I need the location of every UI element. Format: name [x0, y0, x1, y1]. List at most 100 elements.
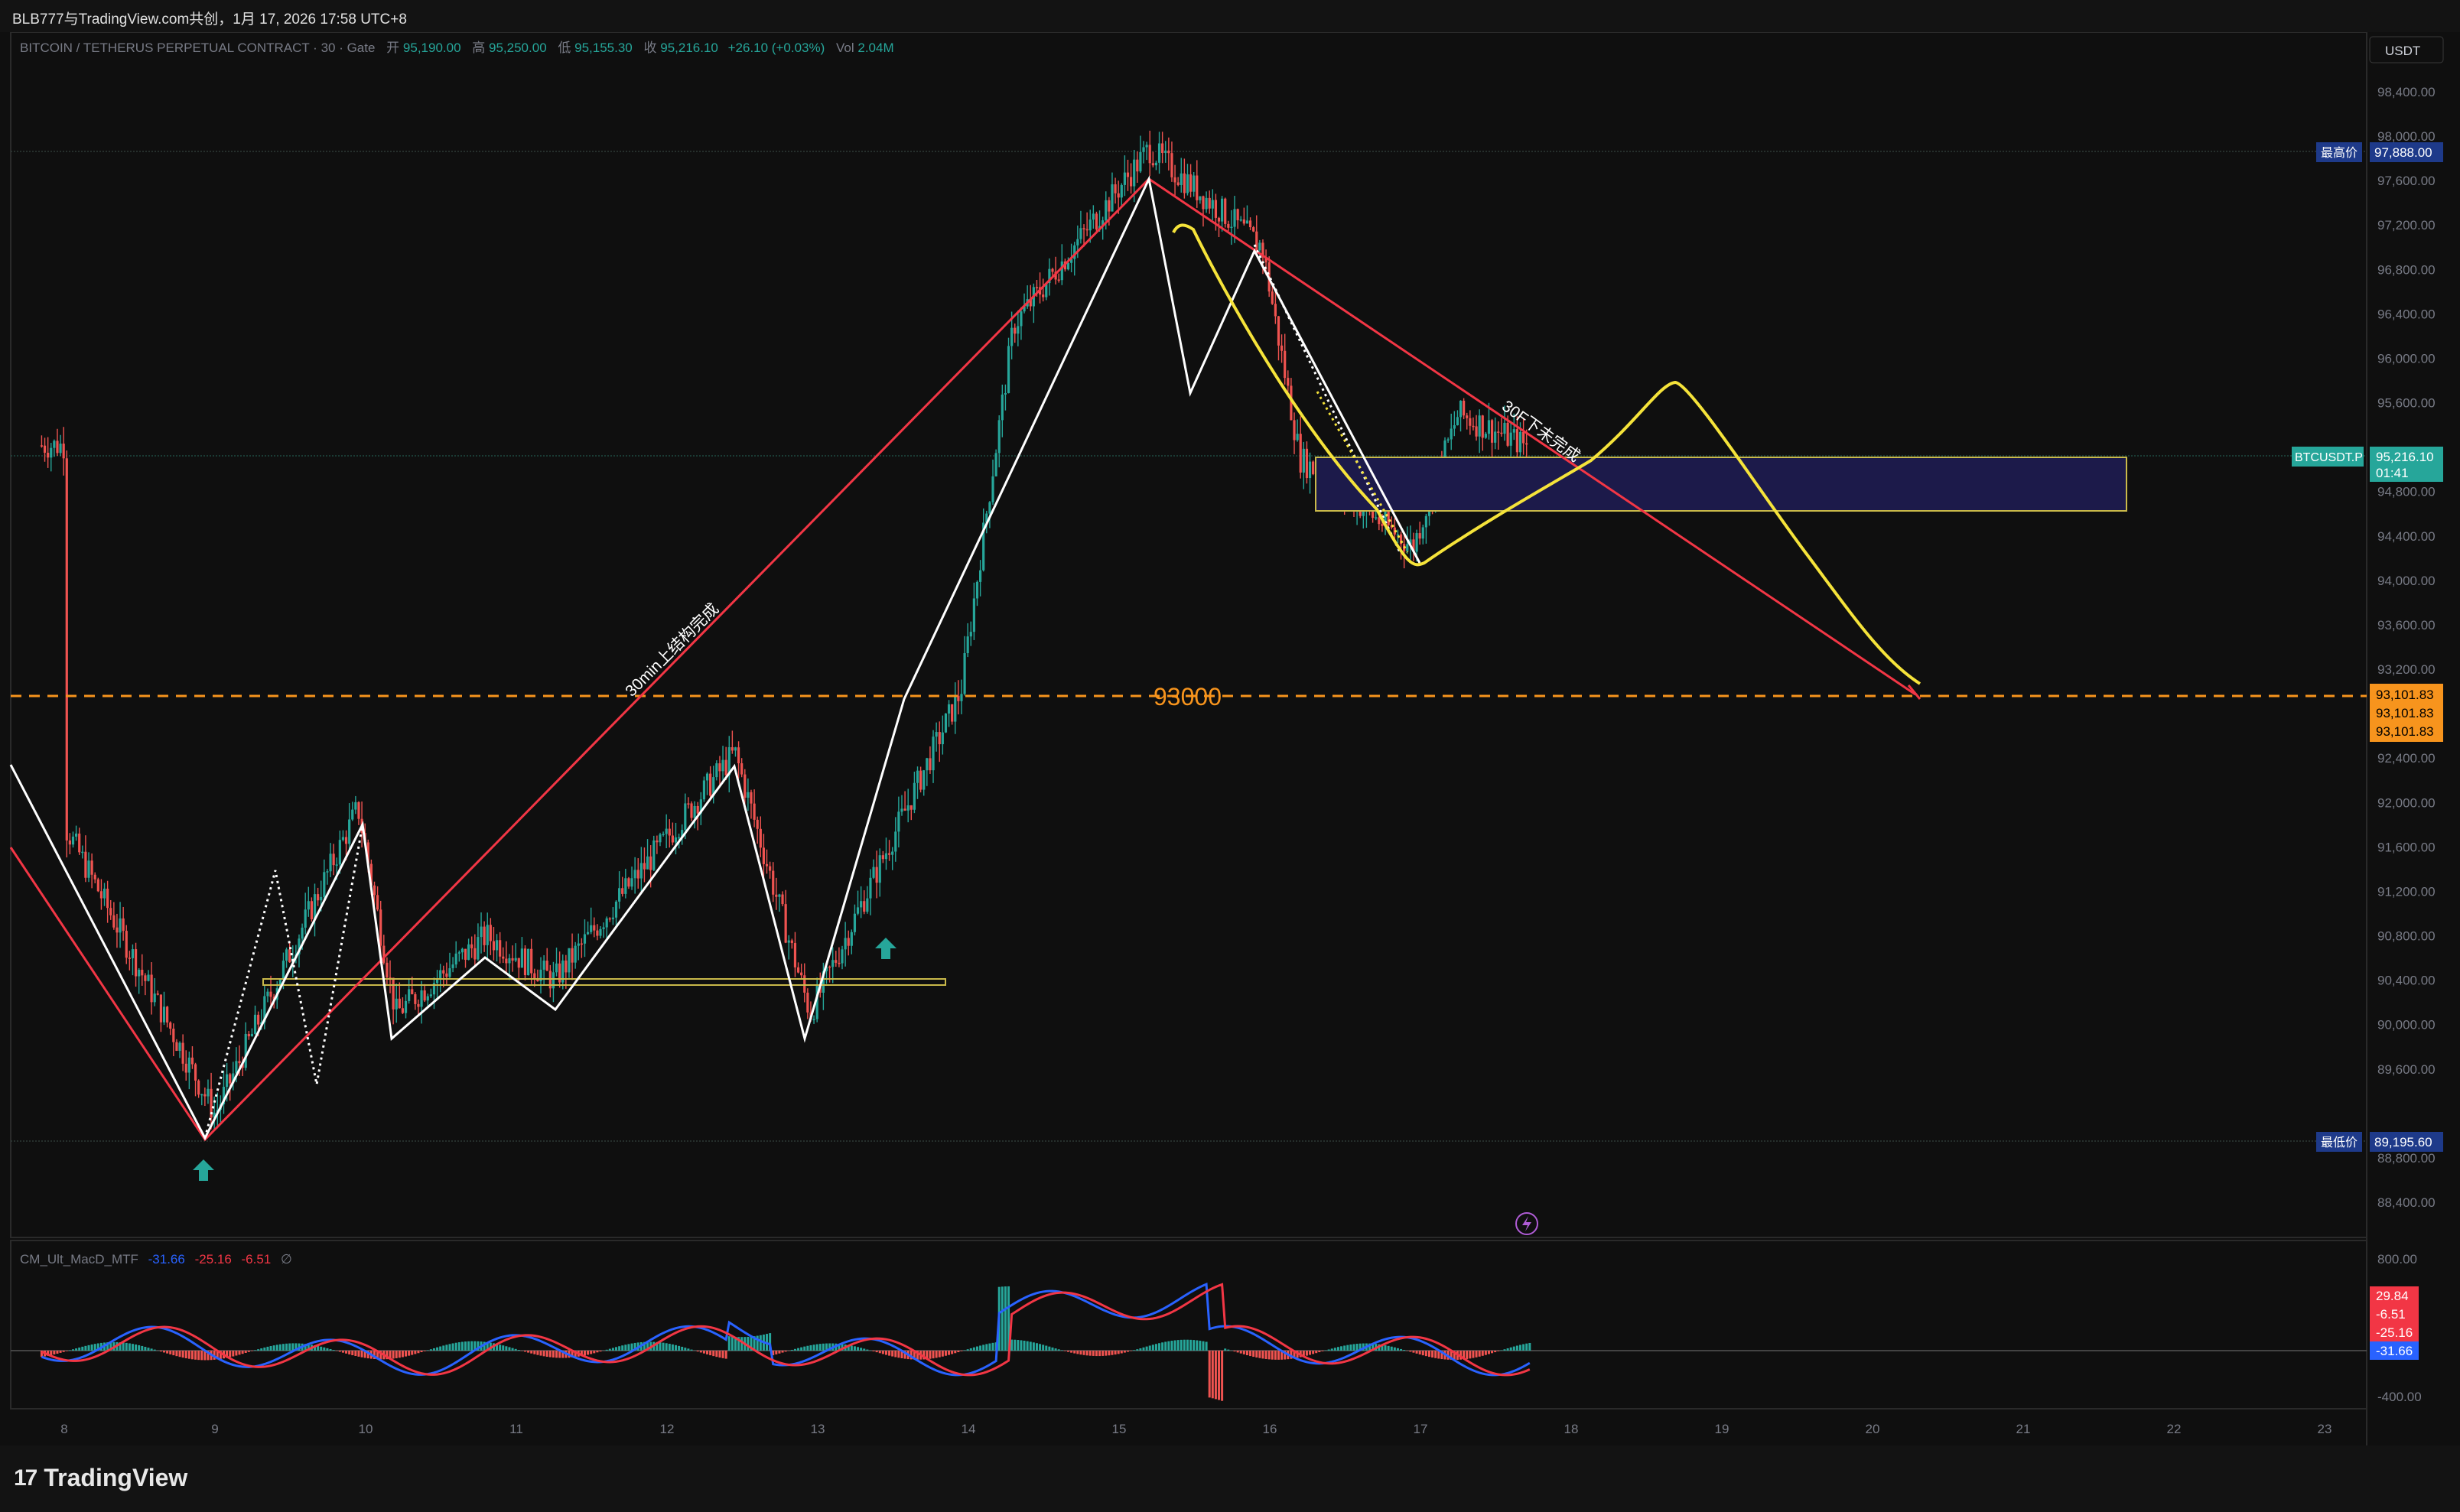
macd-bar [740, 1337, 744, 1351]
candle-body [411, 989, 414, 994]
time-tick: 9 [211, 1422, 218, 1436]
candle-body [125, 931, 128, 958]
price-axis[interactable]: 98,400.00 98,000.00 97,600.00 97,200.00 96,8… [2377, 85, 2436, 1210]
macd-bar [1042, 1345, 1045, 1351]
macd-bar [1133, 1350, 1136, 1351]
macd-bar [517, 1350, 520, 1351]
main-pane[interactable] [10, 32, 2367, 1238]
candle-body [903, 808, 906, 811]
candle-body [1035, 287, 1039, 288]
candle-body [366, 842, 369, 864]
price-tick: 97,600.00 [2377, 174, 2436, 188]
candle-body [141, 970, 144, 976]
candle-body [266, 991, 269, 997]
macd-bar [875, 1351, 878, 1353]
macd-bar [1349, 1344, 1352, 1351]
macd-bar [1242, 1351, 1245, 1354]
buy-arrow-icon[interactable] [193, 1159, 214, 1181]
candle-body [558, 963, 561, 983]
candle-body [78, 833, 81, 853]
macd-bar [944, 1351, 947, 1356]
low-name: 最低价 [2321, 1136, 2358, 1149]
macd-bar [511, 1348, 514, 1351]
candle-body [467, 944, 470, 960]
target-zone[interactable] [1315, 457, 2127, 512]
macd-bar [909, 1351, 913, 1360]
candle-body [178, 1042, 181, 1052]
price-tick: 94,000.00 [2377, 574, 2436, 588]
macd-bar [1108, 1351, 1111, 1356]
macd-bar [59, 1351, 62, 1353]
candle-body [1381, 524, 1384, 526]
candle-body [62, 444, 65, 459]
currency-button[interactable] [2369, 36, 2444, 63]
macd-v1: -31.66 [148, 1252, 185, 1267]
macd-bar [1431, 1351, 1434, 1358]
candle-body [568, 948, 571, 973]
macd-bar [1330, 1348, 1333, 1351]
macd-bar [969, 1348, 972, 1351]
macd-bar [71, 1349, 74, 1351]
yellow-projection[interactable] [1172, 223, 1921, 685]
macd-bar [207, 1351, 210, 1361]
macd-bar [536, 1351, 539, 1355]
macd-bar [1067, 1351, 1070, 1352]
macd-bar [772, 1351, 775, 1356]
time-tick: 15 [1112, 1422, 1127, 1436]
candle-body [860, 901, 863, 908]
macd-bar [1506, 1348, 1509, 1351]
candle-body [203, 1094, 207, 1097]
macd-bar [464, 1341, 467, 1351]
macd-bar [169, 1351, 172, 1354]
macd-bar [850, 1345, 853, 1351]
macd-bar [975, 1346, 978, 1351]
macd-bar [408, 1351, 411, 1356]
macd-bar [144, 1347, 147, 1351]
red-trend-line[interactable] [9, 177, 1916, 1142]
macd-bar [847, 1345, 850, 1351]
macd-bar [1202, 1341, 1205, 1351]
candle-body [618, 888, 621, 902]
macd-bar [809, 1345, 812, 1351]
candle-body [1490, 420, 1494, 443]
macd-bar [1176, 1340, 1180, 1351]
candle-body [90, 860, 93, 875]
candle-body [159, 994, 163, 1023]
macd-bar [1522, 1344, 1525, 1351]
buy-arrow-icon-2[interactable] [875, 938, 896, 959]
candle-body [119, 918, 122, 933]
candle-body [796, 967, 800, 973]
candle-body [1079, 228, 1082, 239]
candle-body [709, 773, 712, 796]
candle-body [1082, 228, 1085, 229]
macd-bar [1393, 1347, 1396, 1351]
candle-body [800, 972, 803, 976]
event-icon[interactable] [1515, 1212, 1538, 1235]
candle-body [793, 943, 797, 967]
macd-bar [957, 1351, 960, 1353]
candle-body [636, 870, 639, 879]
macd-bar [141, 1345, 144, 1351]
macd-bar [891, 1351, 894, 1357]
candle-body [523, 948, 527, 976]
time-tick: 13 [811, 1422, 825, 1436]
time-axis[interactable]: 8 9 10 11 12 13 14 15 16 17 18 19 20 21 22 23 [60, 1422, 2331, 1436]
macd-bar [317, 1345, 320, 1351]
candle-body [611, 917, 615, 919]
range-box[interactable] [262, 978, 946, 986]
candle-body [1299, 434, 1302, 473]
candle-body [492, 941, 496, 951]
macd-pane[interactable] [10, 1240, 2367, 1410]
low-value: 89,195.60 [2374, 1135, 2432, 1149]
candle-body [93, 874, 96, 880]
macd-bar [332, 1350, 335, 1351]
macd-bar [147, 1348, 150, 1351]
brand[interactable]: 17 TradingView [14, 1464, 187, 1492]
macd-bar [778, 1351, 781, 1354]
macd-bar [47, 1351, 50, 1356]
candle-body [320, 896, 323, 901]
candle-body [1208, 197, 1211, 209]
legend-open: 95,190.00 [403, 41, 461, 55]
price-chart[interactable]: BITCOIN / TETHERUS PERPETUAL CONTRACT · … [0, 32, 2460, 1445]
candle-body [872, 867, 875, 878]
